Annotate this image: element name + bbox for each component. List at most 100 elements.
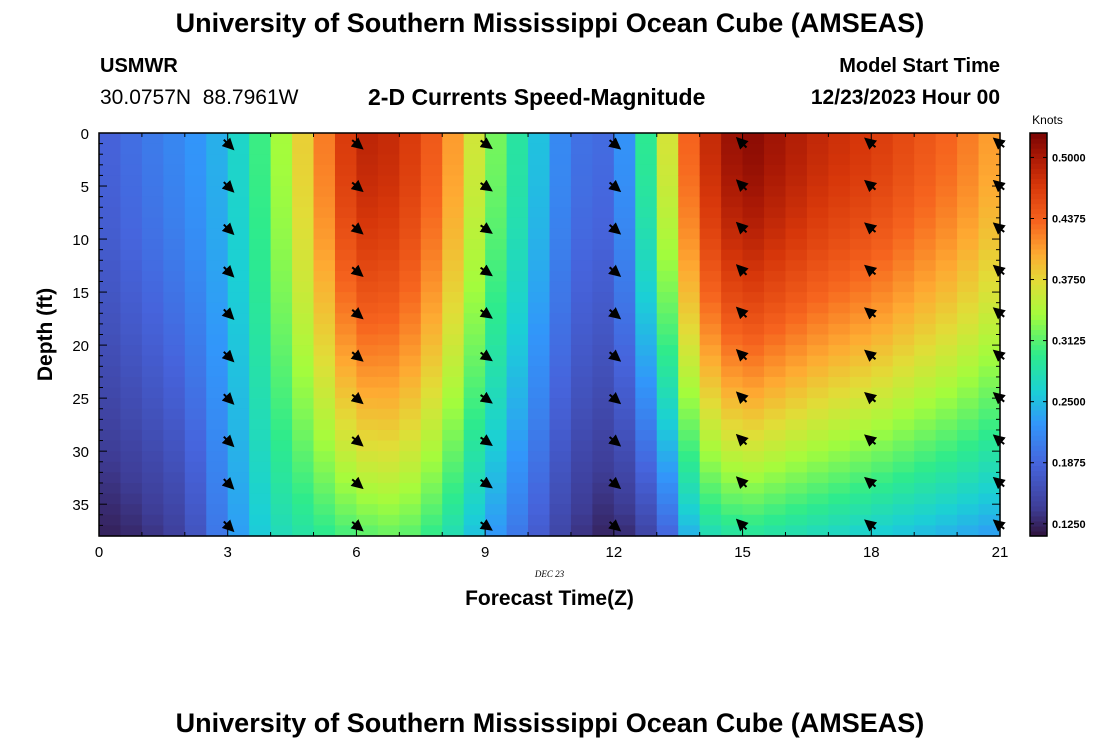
heatmap-cell: [184, 366, 207, 378]
heatmap-cell: [334, 461, 358, 473]
heatmap-cell: [570, 451, 593, 463]
heatmap-cell: [699, 493, 722, 505]
heatmap-cell: [613, 302, 636, 314]
heatmap-cell: [399, 345, 422, 357]
heatmap-cell: [420, 504, 443, 516]
colorbar-segment: [1030, 269, 1047, 275]
heatmap-cell: [570, 429, 593, 442]
heatmap-cell: [356, 472, 379, 484]
heatmap-cell: [892, 493, 915, 505]
heatmap-cell: [377, 366, 400, 378]
heatmap-cell: [613, 143, 636, 155]
current-vector-arrow: [479, 434, 493, 446]
heatmap-cell: [957, 302, 980, 314]
heatmap-cell: [892, 196, 915, 208]
heatmap-cell: [206, 239, 229, 251]
heatmap-cell: [785, 451, 808, 463]
heatmap-cell: [549, 323, 572, 336]
heatmap-cell: [377, 270, 400, 283]
heatmap-cell: [99, 419, 122, 431]
current-vector-arrow: [864, 349, 878, 362]
heatmap-cell: [249, 482, 272, 495]
heatmap-cell: [871, 175, 894, 187]
heatmap-cell: [506, 514, 529, 526]
heatmap-cell: [978, 345, 1001, 357]
heatmap-cell: [656, 270, 679, 283]
heatmap-cell: [485, 207, 508, 219]
current-vector-arrow: [735, 179, 749, 192]
heatmap-cell: [892, 143, 915, 155]
heatmap-cell: [828, 239, 851, 251]
heatmap-cell: [120, 440, 143, 452]
heatmap-cell: [206, 376, 229, 389]
heatmap-cell: [721, 154, 744, 166]
heatmap-cell: [206, 217, 229, 230]
heatmap-cell: [613, 228, 636, 240]
heatmap-cell: [206, 249, 229, 261]
heatmap-cell: [334, 514, 358, 526]
heatmap-cell: [506, 164, 529, 177]
current-vector-arrow: [350, 222, 364, 235]
colorbar-segment: [1030, 228, 1047, 235]
heatmap-cell: [806, 355, 829, 367]
heatmap-cell: [721, 270, 744, 283]
heatmap-cell: [528, 207, 551, 219]
current-vector-arrow: [864, 434, 878, 447]
heatmap-cell: [528, 175, 551, 187]
heatmap-cell: [292, 398, 315, 410]
heatmap-cell: [141, 366, 164, 378]
heatmap-cell: [420, 175, 443, 187]
heatmap-cell: [120, 451, 143, 463]
heatmap-cell: [828, 345, 851, 357]
heatmap-cell: [463, 376, 486, 389]
heatmap-cell: [635, 313, 658, 325]
colorbar-segment: [1030, 168, 1047, 174]
heatmap-cell: [184, 186, 207, 198]
heatmap-cell: [742, 207, 765, 219]
heatmap-cell: [785, 207, 808, 219]
heatmap-cell: [935, 249, 958, 261]
current-vector-arrow: [608, 307, 622, 320]
heatmap-cell: [570, 196, 593, 208]
heatmap-cell: [377, 175, 400, 187]
heatmap-cell: [463, 228, 486, 240]
heatmap-cell: [334, 196, 358, 208]
heatmap-cell: [914, 482, 937, 495]
heatmap-cell: [957, 270, 980, 283]
heatmap-cell: [442, 196, 465, 208]
heatmap-cell: [313, 313, 336, 325]
colorbar-segment: [1030, 495, 1047, 502]
heatmap-cell: [742, 355, 765, 367]
heatmap-cell: [871, 419, 894, 431]
heatmap-cell: [678, 376, 701, 389]
heatmap-cell: [721, 143, 744, 155]
heatmap-cell: [227, 451, 250, 463]
heatmap-cell: [957, 387, 980, 399]
heatmap-cell: [485, 451, 508, 463]
heatmap-cell: [592, 281, 615, 293]
heatmap-cell: [828, 228, 851, 240]
heatmap-cell: [141, 164, 164, 177]
heatmap-cell: [206, 164, 229, 177]
heatmap-cell: [849, 493, 872, 505]
heatmap-cell: [570, 387, 593, 399]
heatmap-cell: [721, 217, 744, 230]
heatmap-cell: [356, 196, 379, 208]
chart-main-title: University of Southern Mississippi Ocean…: [175, 8, 925, 38]
heatmap-cell: [227, 207, 250, 219]
heatmap-cell: [849, 440, 872, 452]
heatmap-cell: [935, 143, 958, 155]
heatmap-cell: [828, 419, 851, 431]
current-vector-arrow: [735, 136, 749, 150]
heatmap-cell: [227, 387, 250, 399]
heatmap-cell: [420, 461, 443, 473]
heatmap-cell: [442, 217, 465, 230]
heatmap-cell: [227, 429, 250, 442]
heatmap-cell: [678, 472, 701, 484]
heatmap-cell: [120, 217, 143, 230]
colorbar-segment: [1030, 379, 1047, 386]
current-vector-arrow: [221, 222, 235, 236]
heatmap-cell: [442, 133, 465, 145]
current-vector-arrow: [735, 221, 749, 235]
heatmap-cell: [249, 345, 272, 357]
